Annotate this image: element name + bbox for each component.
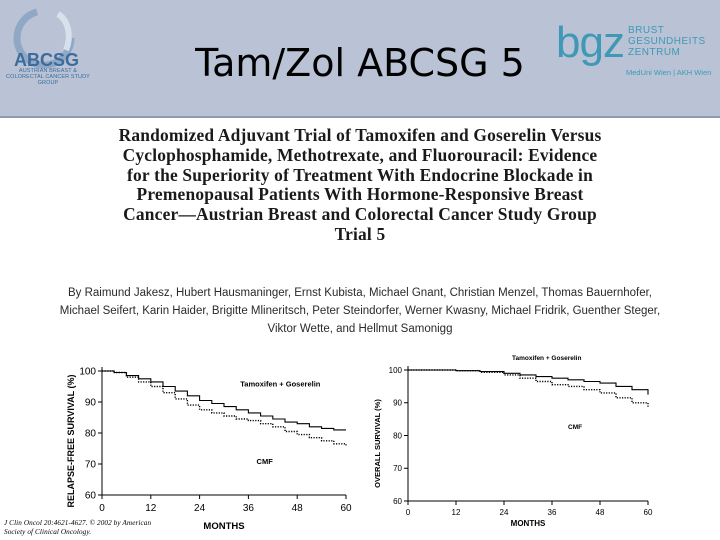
- overall-survival-plot: 100 90 80 70 60 0 12 24 36 48 60 OVERALL SURVIVAL (…: [373, 355, 653, 528]
- paper-title-line: Premenopausal Patients With Hormone-Resp…: [136, 184, 584, 205]
- series-label: CMF: [257, 457, 274, 466]
- x-tick-label: 48: [596, 508, 605, 517]
- y-tick-label: 60: [393, 497, 402, 506]
- y-axis-label: OVERALL SURVIVAL (%): [373, 399, 382, 488]
- paper-title-line: Cancer—Austrian Breast and Colorectal Ca…: [123, 204, 597, 225]
- citation-line: J Clin Oncol 20:4621-4627. © 2002 by Ame…: [4, 519, 152, 527]
- abcsg-logo-text: ABCSG: [14, 50, 79, 70]
- y-tick-label: 100: [79, 367, 96, 378]
- series-label: Tamoxifen + Goserelin: [240, 380, 321, 389]
- slide-header: ABCSG AUSTRIAN BREAST & COLORECTAL CANCE…: [0, 0, 720, 118]
- x-tick-label: 48: [292, 503, 304, 514]
- paper-title: Randomized Adjuvant Trial of Tamoxifen a…: [6, 125, 714, 245]
- paper-title-line: Randomized Adjuvant Trial of Tamoxifen a…: [118, 125, 602, 145]
- y-tick-label: 90: [393, 399, 402, 408]
- x-tick-label: 0: [406, 508, 411, 517]
- x-tick-label: 24: [500, 508, 509, 517]
- x-tick-label: 12: [452, 508, 461, 517]
- series-label: Tamoxifen + Goserelin: [512, 355, 581, 362]
- x-axis-label: MONTHS: [203, 521, 244, 532]
- y-tick-label: 80: [85, 429, 97, 440]
- paper-authors: By Raimund Jakesz, Hubert Hausmaninger, …: [20, 284, 700, 338]
- author-line: Michael Seifert, Karin Haider, Brigitte …: [59, 305, 661, 317]
- y-tick-label: 80: [393, 431, 402, 440]
- bgz-affiliation: MedUni Wien | AKH Wien: [626, 68, 712, 77]
- paper-title-line: for the Superiority of Treatment With En…: [127, 164, 593, 185]
- y-tick-label: 70: [85, 460, 97, 471]
- cmf-curve: [408, 369, 649, 408]
- slide-title: Tam/Zol ABCSG 5: [195, 41, 525, 85]
- y-tick-label: 60: [85, 491, 97, 502]
- bgz-word: GESUNDHEITS: [628, 36, 706, 47]
- x-tick-label: 12: [145, 503, 157, 514]
- bgz-logo-words: BRUST GESUNDHEITS ZENTRUM: [628, 25, 706, 58]
- paper-title-line: Trial 5: [334, 223, 386, 244]
- citation-line: Society of Clinical Oncology.: [4, 528, 92, 536]
- tamoxifen-goserelin-curve: [408, 369, 649, 395]
- bgz-logo: bgz BRUST GESUNDHEITS ZENTRUM MedUni Wie…: [556, 20, 716, 90]
- x-tick-label: 24: [194, 503, 206, 514]
- author-line: By Raimund Jakesz, Hubert Hausmaninger, …: [67, 287, 652, 299]
- x-tick-label: 36: [243, 503, 255, 514]
- cmf-curve: [102, 370, 347, 446]
- author-line: Viktor Wette, and Hellmut Samonigg: [267, 323, 453, 335]
- journal-citation: J Clin Oncol 20:4621-4627. © 2002 by Ame…: [4, 519, 214, 537]
- overall-survival-chart: 100 90 80 70 60 0 12 24 36 48 60 OVERALL SURVIVAL (…: [372, 350, 668, 534]
- y-tick-label: 100: [389, 366, 403, 375]
- y-tick-label: 70: [393, 464, 402, 473]
- x-tick-label: 60: [644, 508, 653, 517]
- series-label: CMF: [568, 424, 582, 431]
- x-tick-label: 0: [99, 503, 105, 514]
- abcsg-ribbon-logo-icon: ABCSG: [13, 7, 79, 70]
- abcsg-logo-subtitle: AUSTRIAN BREAST & COLORECTAL CANCER STUD…: [6, 68, 90, 86]
- y-tick-label: 90: [85, 398, 97, 409]
- y-axis-label: RELAPSE-FREE SURVIVAL (%): [66, 374, 76, 507]
- tamoxifen-goserelin-curve: [102, 370, 346, 431]
- x-tick-label: 36: [548, 508, 557, 517]
- bgz-word: ZENTRUM: [628, 47, 681, 58]
- bgz-logo-mark: bgz: [556, 18, 625, 67]
- x-axis-label: MONTHS: [511, 519, 546, 528]
- x-tick-label: 60: [340, 503, 352, 514]
- paper-title-line: Cyclophosphamide, Methotrexate, and Fluo…: [122, 144, 598, 165]
- relapse-free-survival-chart: 100 90 80 70 60 0 12 24 36 48 60 RELAPSE-FREE SURVI…: [56, 344, 356, 534]
- bgz-word: BRUST: [628, 25, 665, 36]
